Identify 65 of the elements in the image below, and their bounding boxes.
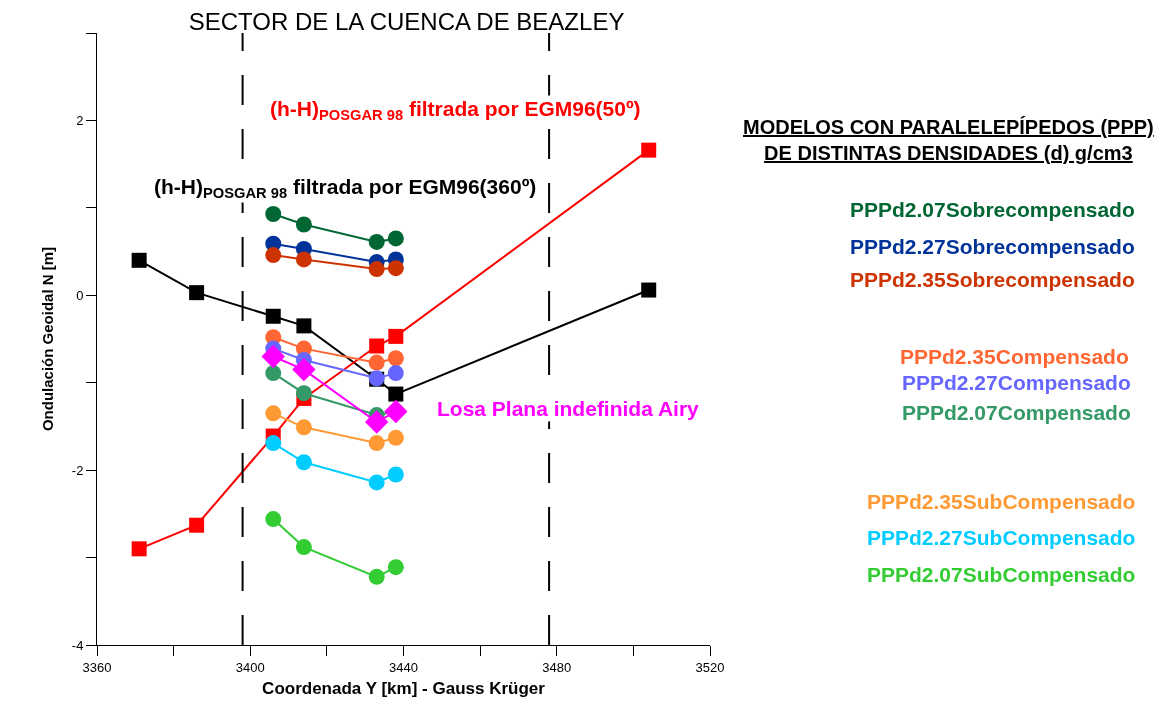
text: PPPd2.07Compensado <box>902 401 1131 424</box>
point <box>261 344 285 369</box>
text: PPPd2.35SubCompensado <box>867 490 1136 513</box>
point <box>265 405 282 422</box>
point <box>368 354 385 371</box>
point <box>387 559 404 576</box>
point <box>295 419 312 436</box>
y-tick-label: 2 <box>76 112 84 128</box>
point <box>368 233 385 250</box>
point <box>387 260 404 277</box>
point <box>295 454 312 471</box>
x-axis-title: Coordenada Y [km] - Gauss Krüger <box>262 679 546 698</box>
text: (h-H)$_{POSGAR 98}$ filtrada por EGM96(360º) <box>154 175 537 202</box>
text: PPPd2.35Compensado <box>900 345 1129 368</box>
chart-title: SECTOR DE LA CUENCA DE BEAZLEY <box>188 8 625 36</box>
point <box>189 285 205 301</box>
y-axis-title: Ondulación Geoidal N [m] <box>39 246 57 432</box>
text: PPPd2.27SubCompensado <box>867 526 1136 549</box>
point <box>189 517 205 533</box>
point <box>296 318 312 334</box>
point <box>368 261 385 278</box>
legend-title: MODELOS CON PARALELEPÍPEDOS (PPP) DE DISTINTAS DENSIDADES (d) g/cm3 <box>743 116 1154 164</box>
point <box>265 435 282 452</box>
point <box>265 511 282 528</box>
x-tick-label: 3360 <box>82 659 112 675</box>
text: PPPd2.07Sobrecompensado <box>850 198 1135 221</box>
point <box>265 308 281 324</box>
x-tick-label: 3520 <box>695 659 725 675</box>
point <box>295 216 312 233</box>
point <box>387 466 404 483</box>
point <box>388 386 404 402</box>
point <box>388 328 404 344</box>
point <box>131 541 147 557</box>
text: PPPd2.27Sobrecompensado <box>850 235 1135 258</box>
y-tick-label: 0 <box>76 287 84 303</box>
text: PPPd2.35Sobrecompensado <box>850 268 1135 291</box>
point <box>364 410 389 434</box>
text: PPPd2.27Compensado <box>902 371 1131 394</box>
point <box>384 399 408 424</box>
point <box>265 365 282 382</box>
text: PPPd2.07SubCompensado <box>867 563 1136 586</box>
point <box>641 282 657 298</box>
point <box>387 429 404 446</box>
point <box>368 474 385 491</box>
y-tick-label: -4 <box>71 637 84 653</box>
point <box>292 357 316 382</box>
point <box>295 251 312 268</box>
point <box>295 539 312 556</box>
point <box>369 338 385 354</box>
series-label: (h-H)$_{POSGAR 98}$ filtrada por EGM96(50º) <box>270 97 641 124</box>
point <box>131 252 147 268</box>
series-label: Losa Plana indefinida Airy <box>437 397 700 420</box>
point <box>368 568 385 585</box>
point <box>368 435 385 452</box>
x-tick-label: 3400 <box>235 659 265 675</box>
point <box>265 205 282 222</box>
y-tick-label: -2 <box>71 462 84 478</box>
x-tick-label: 3480 <box>542 659 572 675</box>
point <box>295 385 312 402</box>
point <box>641 142 657 158</box>
point <box>387 230 404 247</box>
point <box>387 365 404 382</box>
x-tick-label: 3440 <box>389 659 418 675</box>
point <box>265 247 282 264</box>
point <box>387 350 404 367</box>
